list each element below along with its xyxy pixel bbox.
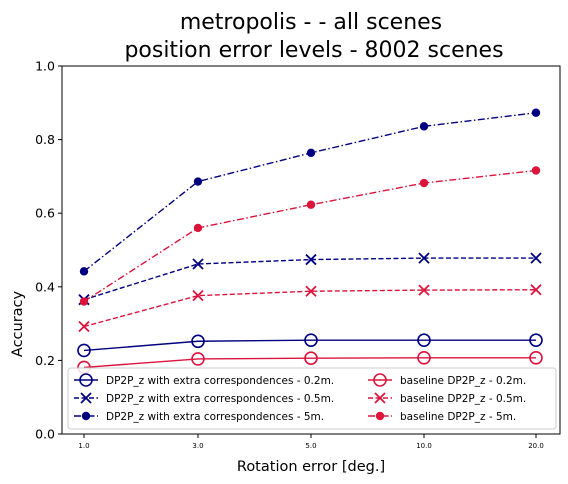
series-5 [80, 166, 540, 305]
legend-entry: baseline DP2P_z - 0.2m. [400, 375, 526, 387]
plot-area: 0.0 0.2 0.4 0.6 0.8 1.0 1.0 3.0 5.0 10.0 20.0 DP2P_… [35, 59, 560, 451]
chart-title-line2: position error levels - 8002 scenes [124, 38, 503, 63]
x-tick-label: 3.0 [192, 442, 203, 450]
x-tick-label: 1.0 [78, 442, 89, 450]
data-point [79, 322, 89, 332]
y-axis-label: Accuracy [10, 290, 26, 357]
chart-title-line1: metropolis - - all scenes [180, 10, 442, 35]
legend-entry: DP2P_z with extra correspondences - 0.5m… [106, 393, 334, 405]
series-line [84, 290, 536, 327]
data-point [420, 179, 428, 187]
x-tick-label: 10.0 [416, 442, 432, 450]
series-2 [80, 109, 540, 276]
series-0 [78, 334, 542, 356]
data-point [532, 166, 540, 174]
data-point [80, 267, 88, 275]
data-point [532, 109, 540, 117]
y-tick-label: 0.8 [35, 132, 55, 147]
series-4 [79, 285, 541, 332]
data-point [80, 297, 88, 305]
data-point [307, 149, 315, 157]
y-tick-label: 1.0 [35, 59, 55, 74]
legend-swatch-marker [376, 412, 384, 420]
y-tick-label: 0.0 [35, 427, 55, 442]
legend-swatch-marker [82, 412, 90, 420]
legend-entry: DP2P_z with extra correspondences - 0.2m… [106, 375, 334, 387]
x-tick-label: 20.0 [528, 442, 544, 450]
x-axis-label: Rotation error [deg.] [237, 459, 385, 475]
legend-entry: baseline DP2P_z - 0.5m. [400, 393, 526, 405]
data-point [420, 122, 428, 130]
y-tick-label: 0.4 [35, 279, 55, 294]
data-point [307, 201, 315, 209]
series-line [84, 113, 536, 272]
data-point [194, 177, 202, 185]
data-point [194, 224, 202, 232]
legend: DP2P_z with extra correspondences - 0.2m… [68, 368, 556, 429]
legend-entry: baseline DP2P_z - 5m. [400, 411, 516, 423]
series-line [84, 171, 536, 302]
y-tick-label: 0.2 [35, 353, 55, 368]
legend-entry: DP2P_z with extra correspondences - 5m. [106, 411, 324, 423]
y-tick-label: 0.6 [35, 206, 55, 221]
series-line [84, 358, 536, 368]
series-1 [79, 253, 541, 305]
x-tick-label: 5.0 [305, 442, 316, 450]
